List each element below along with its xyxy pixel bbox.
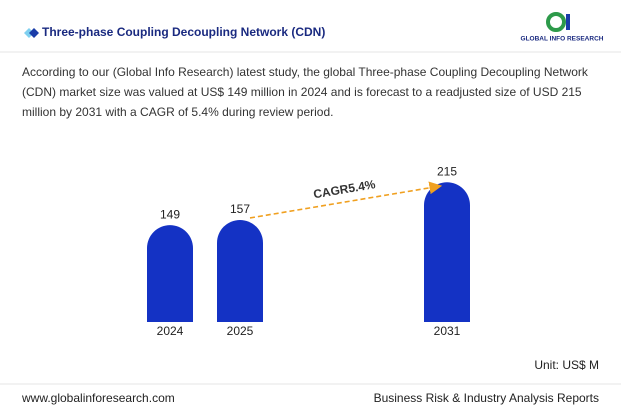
value-label: 215 [437,164,457,178]
bar [147,225,193,322]
header-title: Three-phase Coupling Decoupling Network … [42,25,325,39]
unit-label: Unit: US$ M [534,358,599,372]
x-tick-label: 2025 [227,324,254,338]
logo-text: GLOBAL INFO RESEARCH [521,36,604,43]
logo-mark [546,12,566,32]
logo-mark [566,14,570,30]
value-label: 157 [230,202,250,216]
x-tick-label: 2031 [434,324,461,338]
description: According to our (Global Info Research) … [22,65,588,119]
cagr-label: CAGR5.4% [312,177,376,201]
footer-website: www.globalinforesearch.com [21,391,175,405]
x-tick-label: 2024 [157,324,184,338]
value-label: 149 [160,207,180,221]
bar [424,182,470,322]
header-icon [29,28,39,38]
footer-tagline: Business Risk & Industry Analysis Report… [374,391,599,405]
bar [217,219,263,322]
